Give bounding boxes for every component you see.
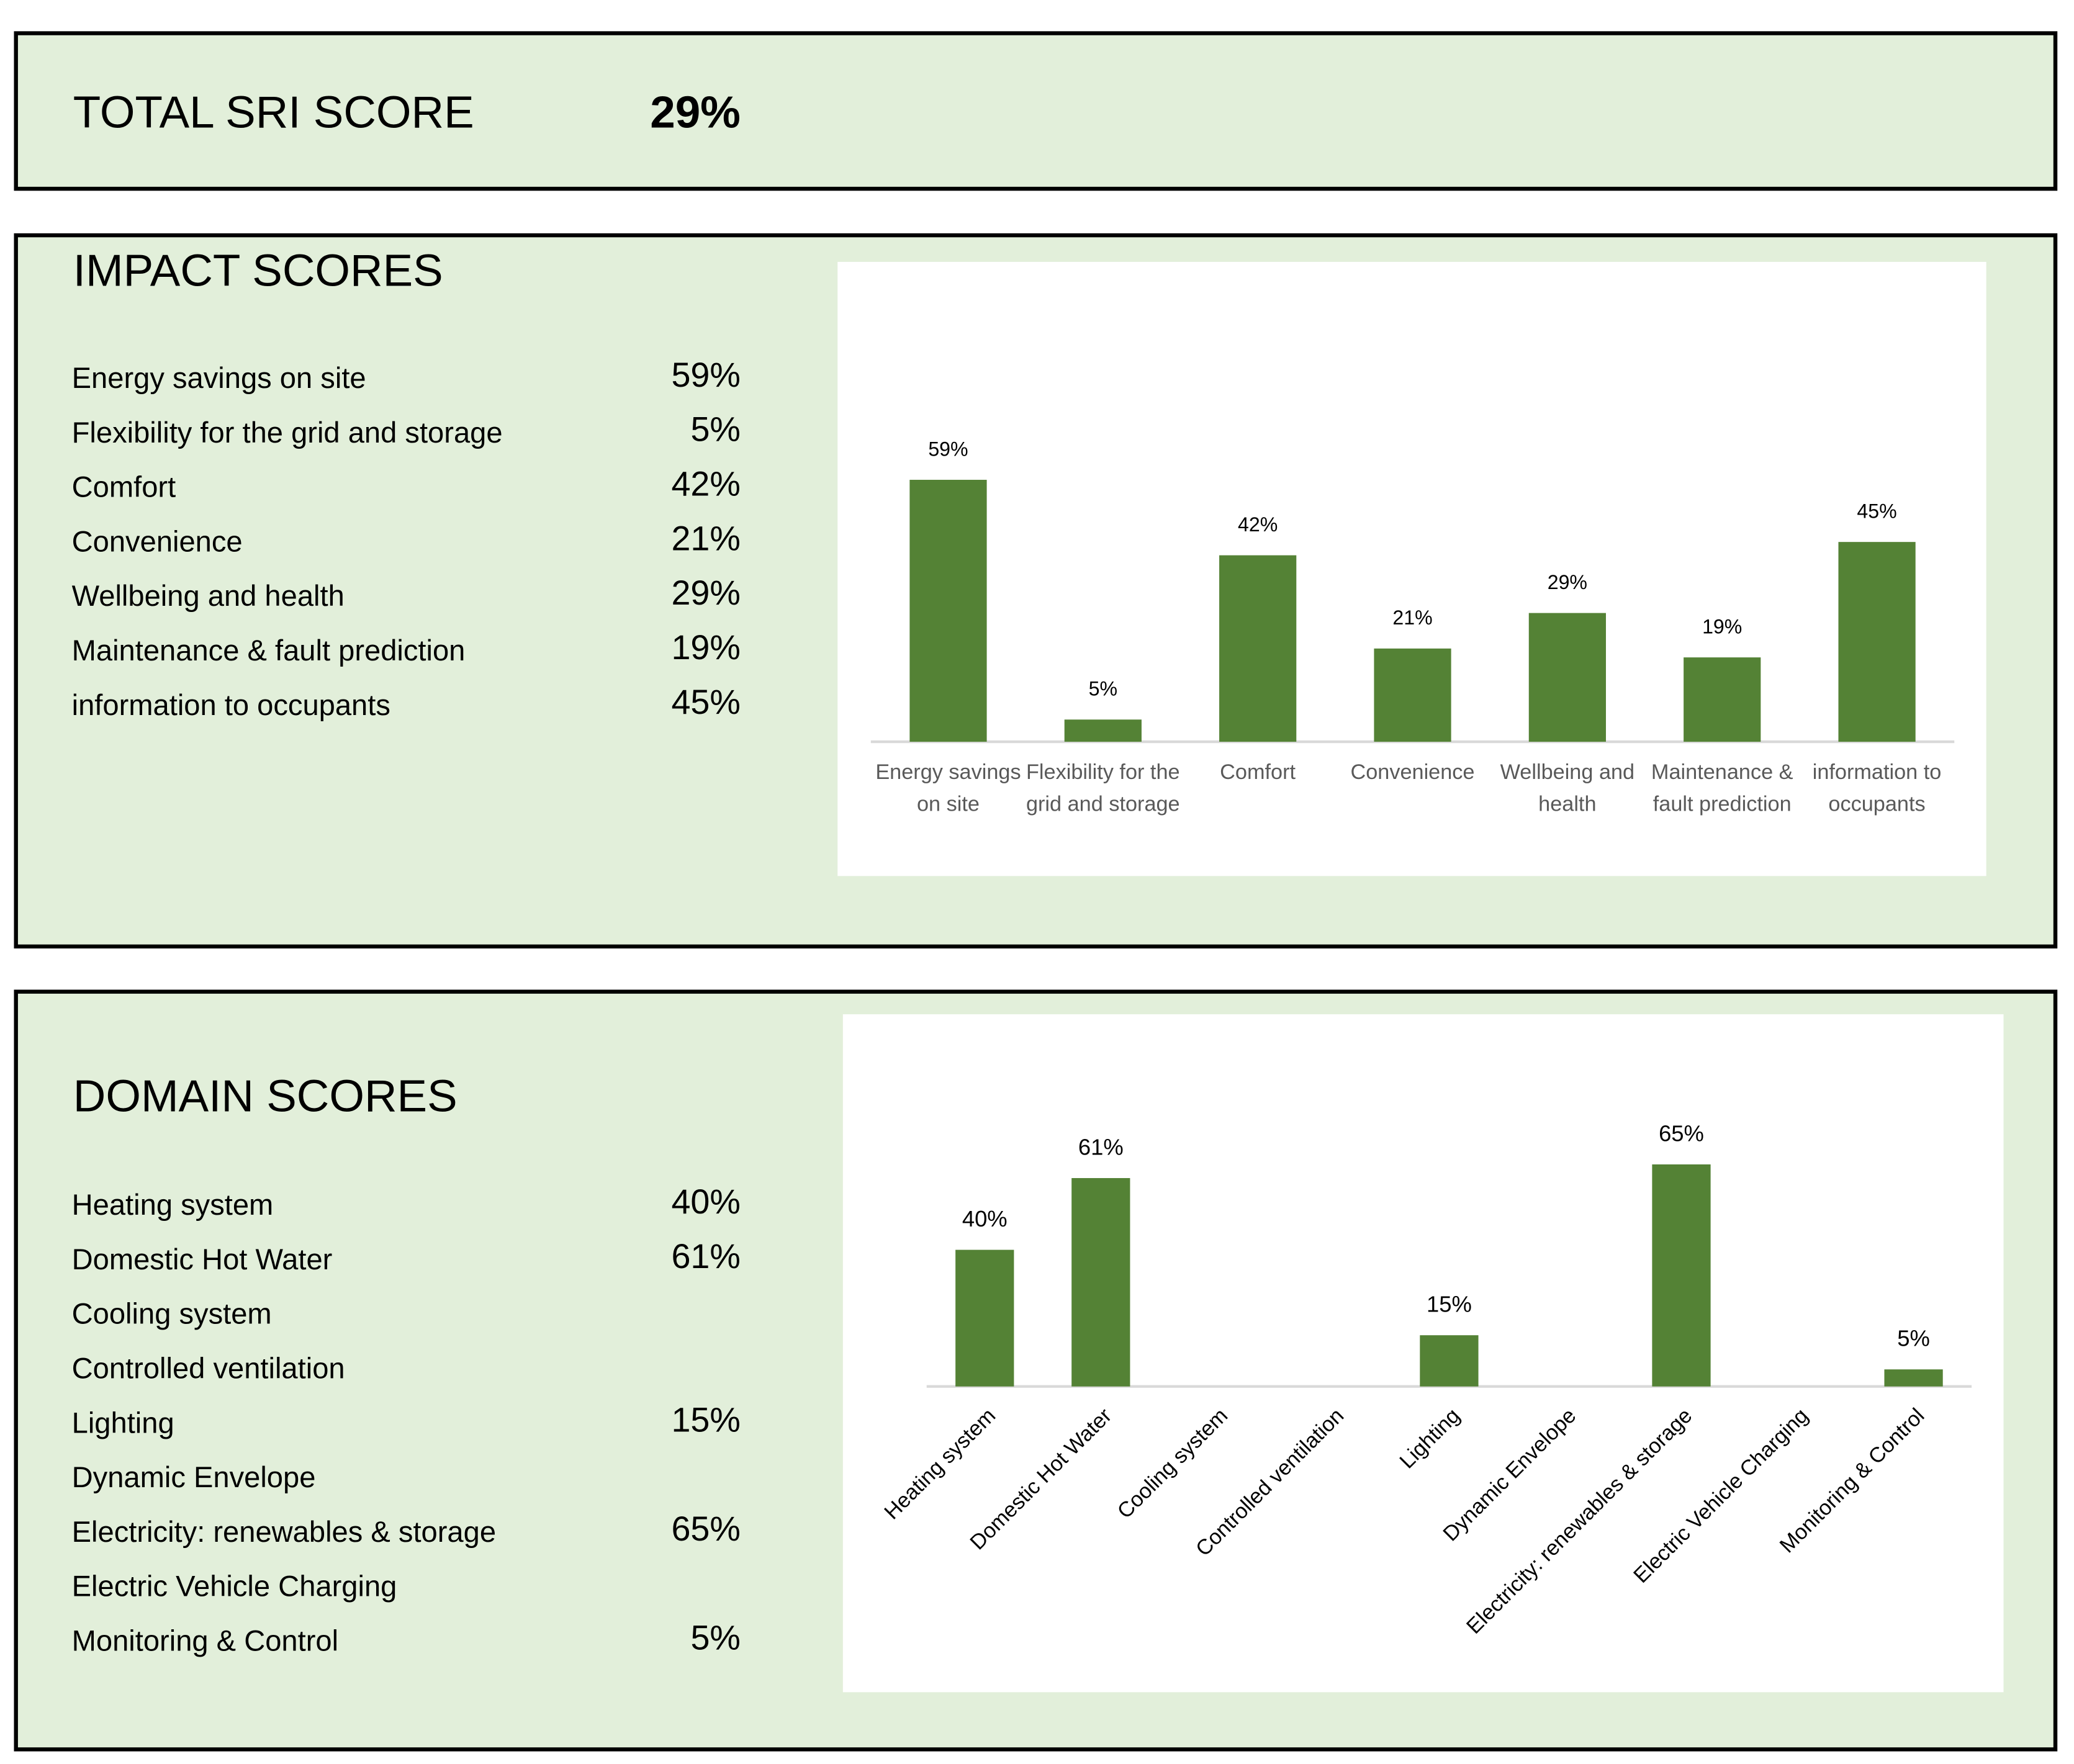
x-tick-label: Comfort [1220, 762, 1296, 785]
total-value: 29% [650, 88, 741, 138]
value-label: 61% [1078, 1135, 1124, 1160]
bar [1071, 1178, 1130, 1387]
row-value: 45% [671, 683, 740, 721]
x-tick-label-box: Energy savings on site [875, 762, 1021, 816]
x-tick-label-box: Wellbeing and health [1500, 762, 1635, 816]
domain-title: DOMAIN SCORES [73, 1071, 458, 1121]
row-label: Domestic Hot Water [72, 1243, 333, 1276]
bar [909, 480, 987, 742]
bar [1374, 648, 1451, 742]
row-label: Wellbeing and health [72, 579, 345, 612]
row-label: Dynamic Envelope [72, 1460, 316, 1493]
value-label: 45% [1857, 500, 1896, 523]
row-label: Electric Vehicle Charging [72, 1570, 397, 1603]
row-label: Heating system [72, 1188, 274, 1221]
row-value: 42% [671, 465, 740, 503]
x-tick-label-box: Comfort [1220, 762, 1296, 785]
row-label: Cooling system [72, 1297, 272, 1330]
value-label: 5% [1089, 678, 1117, 700]
row-value: 5% [690, 1619, 740, 1657]
impact-chart-area [837, 261, 1986, 876]
row-label: Convenience [72, 524, 243, 557]
bar [955, 1249, 1014, 1387]
row-value: 21% [671, 519, 740, 557]
row-label: information to occupants [72, 688, 390, 721]
value-label: 59% [928, 438, 968, 460]
row-value: 65% [671, 1510, 740, 1548]
row-value: 59% [671, 356, 740, 394]
row-label: Controlled ventilation [72, 1352, 345, 1385]
impact-title: IMPACT SCORES [73, 245, 443, 295]
row-value: 61% [671, 1237, 740, 1276]
x-tick-label-box: Convenience [1350, 762, 1475, 785]
value-label: 21% [1392, 606, 1432, 629]
bar [1652, 1164, 1711, 1387]
value-label: 40% [962, 1206, 1008, 1231]
value-label: 5% [1897, 1326, 1930, 1351]
bar [1420, 1335, 1479, 1387]
row-value: 29% [671, 574, 740, 612]
value-label: 29% [1548, 571, 1587, 593]
row-label: Energy savings on site [72, 361, 366, 394]
row-value: 5% [690, 410, 740, 449]
bar [1528, 613, 1606, 742]
row-label: Maintenance & fault prediction [72, 634, 466, 667]
x-tick-label-box: information to occupants [1812, 762, 1942, 816]
row-label: Electricity: renewables & storage [72, 1515, 496, 1548]
bar [1219, 555, 1297, 742]
x-tick-label: Maintenance & fault prediction [1651, 762, 1793, 816]
x-tick-label: Wellbeing and health [1500, 762, 1635, 816]
value-label: 15% [1427, 1292, 1472, 1317]
x-tick-label: Flexibility for the grid and storage [1026, 762, 1180, 816]
row-label: Comfort [72, 470, 176, 503]
row-value: 15% [671, 1400, 740, 1439]
x-tick-label: Energy savings on site [875, 762, 1021, 816]
value-label: 42% [1238, 513, 1278, 536]
x-tick-label-box: Flexibility for the grid and storage [1026, 762, 1180, 816]
value-label: 65% [1659, 1120, 1704, 1146]
total-panel [14, 31, 2058, 191]
row-value: 40% [671, 1182, 740, 1221]
x-tick-label-box: Maintenance & fault prediction [1651, 762, 1793, 816]
x-tick-label: information to occupants [1812, 762, 1942, 816]
total-label: TOTAL SRI SCORE [73, 88, 474, 138]
row-label: Monitoring & Control [72, 1624, 338, 1657]
value-label: 19% [1702, 616, 1742, 638]
row-label: Flexibility for the grid and storage [72, 416, 503, 449]
bar [1684, 657, 1761, 742]
row-value: 19% [671, 628, 740, 667]
bar [1884, 1369, 1943, 1387]
x-tick-label: Convenience [1350, 762, 1475, 785]
bar [1838, 542, 1916, 742]
row-label: Lighting [72, 1406, 174, 1439]
bar [1064, 719, 1142, 742]
